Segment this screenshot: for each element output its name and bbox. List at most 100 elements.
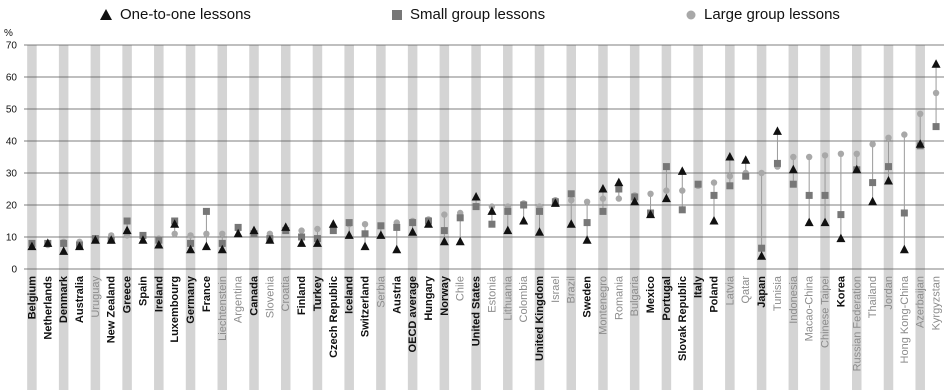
small-group-point	[615, 185, 623, 193]
category-label: Estonia	[486, 275, 498, 313]
small-group-point	[837, 211, 845, 219]
large-group-point	[615, 195, 623, 202]
large-group-point	[932, 89, 940, 97]
category-label: Qatar	[740, 276, 752, 304]
y-axis-label: %	[4, 28, 13, 39]
category-label: Hungary	[423, 275, 435, 321]
one-to-one-point	[75, 241, 85, 251]
small-group-point	[758, 244, 766, 252]
one-to-one-point	[59, 246, 69, 255]
one-to-one-point	[106, 235, 116, 244]
circle-marker-icon	[686, 10, 696, 19]
small-group-point	[187, 239, 195, 247]
one-to-one-point	[487, 206, 497, 215]
one-to-one-point	[471, 192, 481, 201]
category-label: Thailand	[867, 276, 879, 318]
legend-item-large-group: Large group lessons	[686, 6, 840, 23]
one-to-one-point	[804, 217, 814, 227]
column-band	[376, 45, 386, 390]
y-tick-label: 10	[6, 233, 18, 244]
one-to-one-point	[186, 244, 196, 254]
category-label: OECD average	[407, 276, 419, 352]
one-to-one-point	[709, 216, 719, 225]
one-to-one-point	[43, 238, 53, 247]
small-group-point	[678, 206, 686, 214]
small-group-point	[234, 223, 242, 231]
category-label: Uruguay	[90, 276, 102, 318]
category-label: Greece	[122, 276, 134, 313]
small-group-point	[440, 227, 448, 235]
category-label: Luxembourg	[169, 276, 181, 343]
one-to-one-point	[249, 225, 259, 235]
one-to-one-point	[788, 164, 798, 174]
one-to-one-point	[233, 228, 243, 238]
one-to-one-point	[281, 222, 291, 231]
one-to-one-point	[392, 244, 402, 254]
small-group-point	[456, 214, 464, 222]
category-label: Netherlands	[42, 276, 54, 340]
small-group-point	[599, 207, 607, 215]
large-group-point	[647, 190, 654, 197]
small-group-point	[869, 179, 877, 187]
one-to-one-point	[138, 235, 148, 244]
category-label: Slovenia	[264, 275, 276, 318]
small-group-point	[694, 180, 702, 188]
category-label: Spain	[137, 276, 149, 306]
small-group-point	[884, 163, 892, 171]
large-group-point	[790, 153, 797, 161]
column-band	[249, 45, 259, 390]
large-group-point	[599, 195, 607, 202]
category-label: Germany	[185, 275, 197, 324]
column-band	[693, 45, 703, 390]
small-group-point	[123, 217, 131, 225]
one-to-one-point	[376, 230, 386, 239]
legend-label-small-group: Small group lessons	[410, 6, 546, 23]
one-to-one-point	[122, 225, 132, 235]
large-group-point	[805, 153, 813, 161]
category-label: Liechtenstein	[217, 276, 229, 341]
large-group-point	[917, 110, 924, 118]
large-group-point	[361, 221, 369, 228]
column-band	[154, 45, 164, 390]
one-to-one-point	[217, 244, 227, 254]
category-label: France	[201, 276, 213, 312]
small-group-point	[583, 219, 591, 227]
category-label: Denmark	[58, 275, 70, 323]
large-group-point	[171, 230, 178, 237]
y-tick-label: 0	[11, 265, 17, 276]
one-to-one-point	[582, 235, 592, 244]
category-label: Serbia	[375, 275, 387, 308]
legend-item-one-to-one: One-to-one lessons	[100, 6, 251, 23]
category-label: Hong Kong-China	[899, 275, 911, 363]
one-to-one-point	[725, 152, 735, 161]
category-label: Bulgaria	[629, 275, 641, 316]
one-to-one-point	[519, 216, 529, 225]
column-band	[344, 45, 354, 390]
category-label: Croatia	[280, 275, 292, 311]
one-to-one-point	[598, 184, 608, 193]
large-group-point	[726, 173, 734, 180]
one-to-one-point	[360, 241, 370, 251]
small-group-point	[662, 163, 670, 171]
small-group-point	[361, 230, 369, 238]
category-label: Japan	[756, 276, 768, 308]
small-group-point	[218, 239, 226, 247]
one-to-one-point	[646, 209, 656, 219]
one-to-one-point	[820, 217, 830, 227]
large-group-point	[710, 179, 718, 186]
column-band	[90, 45, 101, 390]
category-label: Kyrgyzstan	[931, 276, 943, 330]
column-band	[852, 45, 862, 390]
triangle-marker-icon	[100, 9, 112, 20]
small-group-point	[773, 159, 781, 167]
one-to-one-point	[90, 235, 100, 244]
one-to-one-point	[915, 139, 925, 148]
small-group-point	[504, 207, 512, 215]
one-to-one-point	[265, 235, 275, 244]
large-group-point	[885, 134, 892, 141]
one-to-one-point	[344, 230, 354, 239]
small-group-point	[932, 123, 940, 131]
large-group-point	[203, 230, 210, 237]
